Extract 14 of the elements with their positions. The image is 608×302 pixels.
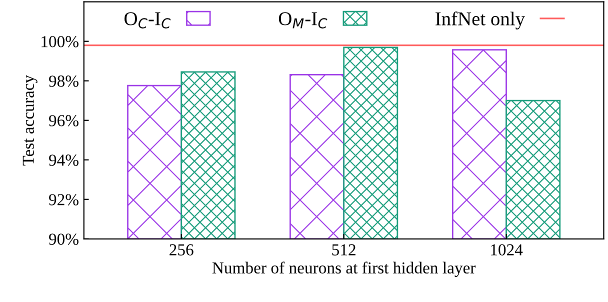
x-tick-label: 256 bbox=[170, 244, 194, 256]
y-axis-title: Test accuracy bbox=[22, 74, 38, 166]
y-tick-label: 96% bbox=[49, 115, 78, 126]
legend-label: InfNet only bbox=[436, 12, 525, 30]
legend-label: O$_{M}$-I$_{C}$ bbox=[278, 12, 328, 28]
y-tick-label: 92% bbox=[49, 194, 78, 206]
legend-label: O$_{C}$-I$_{C}$ bbox=[124, 12, 171, 28]
y-tick-label: 90% bbox=[49, 234, 78, 245]
x-tick-label: 1024 bbox=[491, 244, 523, 256]
y-tick-label: 94% bbox=[49, 154, 78, 166]
y-tick-label: 100% bbox=[42, 36, 78, 48]
x-tick-label: 512 bbox=[332, 244, 356, 256]
y-tick-label: 98% bbox=[49, 76, 78, 87]
x-axis-title: Number of neurons at first hidden layer bbox=[212, 262, 476, 277]
